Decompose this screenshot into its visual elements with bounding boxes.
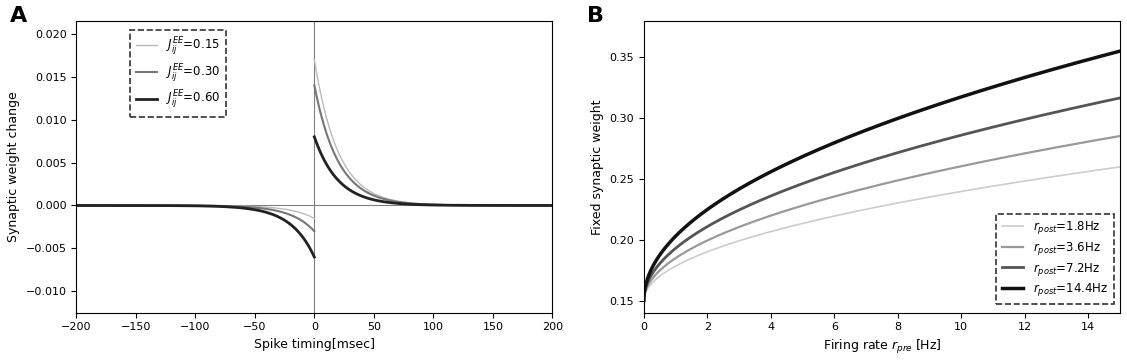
$r_{post}$=7.2Hz [1099,99,1112,103]
$r_{post}$=3.6Hz [1113,134,1127,138]
$r_{post}$=14.4Hz [1099,53,1112,57]
$r_{post}$=14.4Hz [637,298,650,303]
$r_{post}$=1.8Hz [857,208,870,212]
$r_{post}$=1.8Hz [1100,167,1113,171]
Line: $r_{post}$=3.6Hz: $r_{post}$=3.6Hz [644,136,1120,301]
X-axis label: Firing rate $r_{pre}$ [Hz]: Firing rate $r_{pre}$ [Hz] [823,338,941,356]
$r_{post}$=3.6Hz [662,261,675,266]
$r_{post}$=1.8Hz [662,268,675,273]
$r_{post}$=1.8Hz [869,205,882,209]
$r_{post}$=7.2Hz [637,298,650,303]
$r_{post}$=3.6Hz [869,184,882,188]
$r_{post}$=1.8Hz [637,298,650,303]
Text: A: A [9,6,27,26]
Line: $r_{post}$=7.2Hz: $r_{post}$=7.2Hz [644,98,1120,301]
$r_{post}$=1.8Hz [1113,165,1127,169]
Legend: $r_{post}$=1.8Hz, $r_{post}$=3.6Hz, $r_{post}$=7.2Hz, $r_{post}$=14.4Hz: $r_{post}$=1.8Hz, $r_{post}$=3.6Hz, $r_{… [996,213,1115,304]
Text: B: B [587,6,604,26]
$r_{post}$=14.4Hz [1113,49,1127,53]
$r_{post}$=14.4Hz [662,242,675,246]
$r_{post}$=7.2Hz [662,253,675,257]
$r_{post}$=1.8Hz [1099,167,1112,171]
$r_{post}$=3.6Hz [1100,136,1113,140]
X-axis label: Spike timing[msec]: Spike timing[msec] [254,338,375,351]
Y-axis label: Fixed synaptic weight: Fixed synaptic weight [591,99,604,234]
$r_{post}$=7.2Hz [1100,99,1113,103]
$r_{post}$=1.8Hz [1012,180,1026,184]
$r_{post}$=14.4Hz [869,125,882,129]
$r_{post}$=7.2Hz [869,157,882,162]
$r_{post}$=14.4Hz [1012,77,1026,81]
$r_{post}$=3.6Hz [857,187,870,191]
Line: $r_{post}$=14.4Hz: $r_{post}$=14.4Hz [644,51,1120,301]
Legend: $J_{ij}^{EE}$=0.15, $J_{ij}^{EE}$=0.30, $J_{ij}^{EE}$=0.60: $J_{ij}^{EE}$=0.15, $J_{ij}^{EE}$=0.30, … [130,30,227,117]
$r_{post}$=3.6Hz [1012,152,1026,157]
$r_{post}$=14.4Hz [857,129,870,134]
$r_{post}$=7.2Hz [1012,119,1026,123]
Line: $r_{post}$=1.8Hz: $r_{post}$=1.8Hz [644,167,1120,301]
$r_{post}$=3.6Hz [637,298,650,303]
$r_{post}$=7.2Hz [1113,96,1127,100]
$r_{post}$=7.2Hz [857,161,870,166]
Y-axis label: Synaptic weight change: Synaptic weight change [7,91,20,242]
$r_{post}$=3.6Hz [1099,136,1112,140]
$r_{post}$=14.4Hz [1100,53,1113,57]
